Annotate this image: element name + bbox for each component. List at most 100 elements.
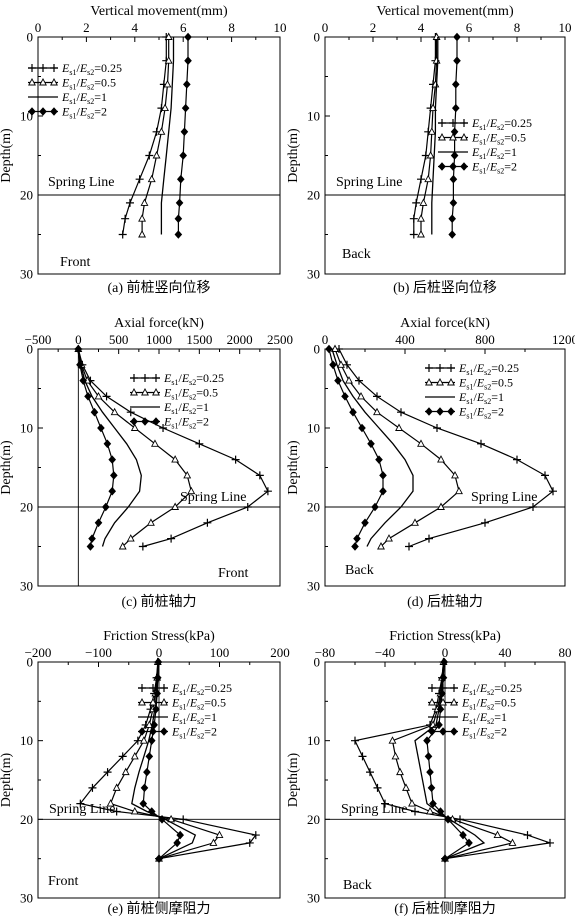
data-point bbox=[402, 783, 410, 791]
y-tick-label: 20 bbox=[20, 812, 33, 827]
data-point bbox=[187, 486, 196, 495]
legend-marker bbox=[50, 64, 58, 72]
data-point bbox=[90, 407, 99, 417]
data-point bbox=[103, 768, 112, 777]
data-point bbox=[366, 768, 374, 777]
data-point bbox=[405, 542, 413, 551]
spring-line-label: Spring Line bbox=[49, 802, 116, 817]
series-line bbox=[451, 37, 458, 235]
legend-marker bbox=[50, 78, 58, 86]
x-tick-label: 0 bbox=[322, 332, 329, 347]
data-point bbox=[412, 198, 421, 207]
data-point bbox=[417, 230, 425, 238]
legend-label: Es1/Es2=1 bbox=[171, 710, 217, 726]
x-tick-label: 8 bbox=[228, 20, 235, 35]
legend-marker bbox=[28, 78, 36, 86]
data-point bbox=[373, 392, 381, 401]
x-tick-label: 400 bbox=[395, 332, 415, 347]
data-point bbox=[130, 423, 139, 431]
panel-caption: (d) 后桩轴力 bbox=[407, 593, 483, 610]
data-point bbox=[94, 518, 103, 528]
series-2 bbox=[414, 661, 486, 860]
panel-caption: (c) 前桩轴力 bbox=[121, 593, 196, 610]
legend-marker bbox=[425, 364, 433, 372]
legend-marker bbox=[449, 162, 457, 171]
x-tick-label: 2 bbox=[370, 20, 377, 35]
data-point bbox=[102, 392, 111, 401]
data-point bbox=[103, 439, 112, 449]
data-point bbox=[371, 502, 379, 512]
x-tick-label: 6 bbox=[466, 20, 473, 35]
y-tick-label: 30 bbox=[20, 579, 33, 594]
legend-label: Es1/Es2=0.5 bbox=[61, 76, 116, 92]
data-point bbox=[180, 127, 189, 137]
data-point bbox=[523, 831, 532, 840]
x-axis-title: Friction Stress(kPa) bbox=[389, 629, 501, 644]
data-point bbox=[158, 815, 166, 824]
data-point bbox=[429, 103, 437, 112]
data-point bbox=[130, 751, 139, 760]
x-tick-label: 6 bbox=[180, 20, 187, 35]
spring-line-label: Spring Line bbox=[336, 175, 403, 190]
data-point bbox=[451, 470, 459, 479]
data-point bbox=[118, 230, 127, 239]
x-tick-label: 10 bbox=[559, 20, 572, 35]
data-point bbox=[126, 408, 135, 417]
data-point bbox=[549, 487, 557, 496]
data-point bbox=[395, 423, 403, 431]
data-point bbox=[195, 439, 204, 448]
data-point bbox=[477, 439, 485, 448]
data-point bbox=[426, 151, 435, 159]
data-point bbox=[108, 455, 117, 464]
legend-marker bbox=[138, 727, 146, 736]
data-point bbox=[147, 174, 156, 183]
series-3 bbox=[325, 344, 387, 551]
legend-marker bbox=[436, 407, 444, 416]
data-point bbox=[151, 439, 159, 447]
y-tick-label: 10 bbox=[307, 733, 320, 748]
legend-label: Es1/Es2=1 bbox=[458, 390, 504, 406]
data-point bbox=[341, 392, 349, 401]
legend-label: Es1/Es2=0.25 bbox=[471, 116, 532, 132]
pile-position-label: Front bbox=[218, 566, 248, 581]
data-point bbox=[325, 344, 333, 354]
x-tick-label: 0 bbox=[442, 645, 449, 660]
data-point bbox=[409, 214, 418, 223]
data-point bbox=[152, 151, 161, 159]
x-tick-label: −100 bbox=[85, 645, 112, 660]
pile-position-label: Front bbox=[60, 255, 90, 270]
x-tick-label: 2500 bbox=[267, 332, 293, 347]
data-point bbox=[139, 736, 148, 744]
pile-position-label: Back bbox=[342, 247, 371, 262]
data-point bbox=[86, 542, 95, 551]
data-point bbox=[167, 534, 176, 543]
data-point bbox=[355, 376, 363, 385]
data-point bbox=[375, 455, 383, 464]
data-point bbox=[110, 471, 118, 480]
data-point bbox=[351, 542, 359, 551]
y-tick-label: 20 bbox=[20, 188, 33, 203]
data-point bbox=[153, 673, 162, 683]
data-point bbox=[409, 230, 418, 239]
y-axis-title: Depth(m) bbox=[286, 752, 301, 807]
x-axis-title: Axial force(kN) bbox=[400, 316, 490, 331]
legend-label: Es1/Es2=2 bbox=[458, 405, 504, 421]
chart-panel-b: 0 2 4 6 8 10 0 10 20 30 Vertical movement(mm) Depth… bbox=[286, 4, 572, 296]
x-tick-label: 0 bbox=[156, 645, 163, 660]
legend-marker bbox=[438, 119, 446, 127]
data-point bbox=[110, 407, 119, 416]
legend-marker bbox=[460, 162, 468, 171]
data-point bbox=[97, 423, 105, 433]
data-point bbox=[179, 815, 188, 824]
data-point bbox=[436, 807, 445, 816]
data-point bbox=[215, 830, 224, 839]
data-point bbox=[164, 32, 173, 40]
legend-marker bbox=[439, 698, 447, 706]
data-point bbox=[108, 486, 117, 496]
data-point bbox=[429, 799, 437, 808]
series-0 bbox=[118, 33, 171, 239]
data-point bbox=[417, 214, 425, 222]
x-tick-label: 80 bbox=[559, 645, 572, 660]
y-tick-label: 0 bbox=[27, 342, 34, 357]
legend-marker bbox=[39, 107, 47, 116]
